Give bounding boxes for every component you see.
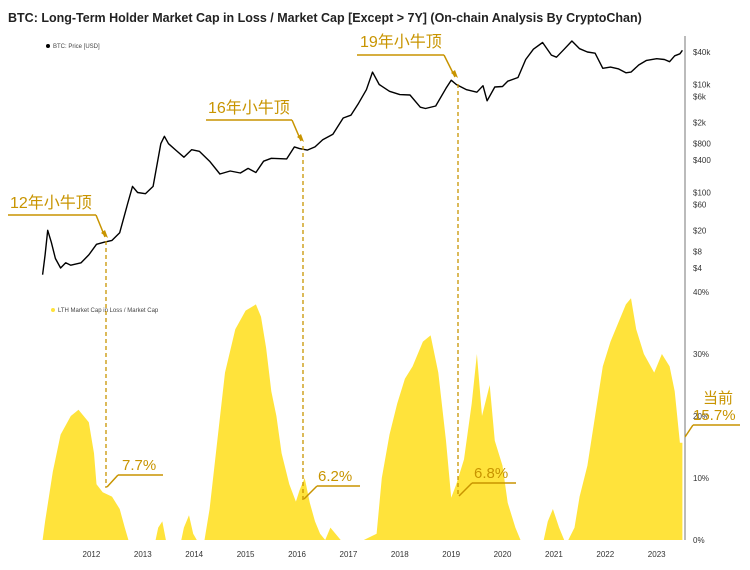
annotation-2012-value: 7.7% xyxy=(122,457,156,474)
x-tick: 2022 xyxy=(596,550,614,559)
annotation-2019-value-pointer xyxy=(458,482,473,497)
annotation-2012-value-pointer xyxy=(106,474,119,488)
x-tick: 2013 xyxy=(134,550,152,559)
percent-tick: 10% xyxy=(693,474,709,483)
annotation-2012-label: 12年小牛顶 xyxy=(10,194,92,212)
x-tick: 2017 xyxy=(340,550,358,559)
price-tick: $40k xyxy=(693,48,711,57)
price-tick: $400 xyxy=(693,156,711,165)
btc-price-line-series xyxy=(41,40,683,275)
price-tick: $8 xyxy=(693,248,702,257)
x-tick: 2018 xyxy=(391,550,409,559)
price-tick: $100 xyxy=(693,189,711,198)
annotation-2019-top: 19年小牛顶 6.8% xyxy=(357,33,516,497)
price-tick: $4 xyxy=(693,264,702,273)
price-tick: $800 xyxy=(693,140,711,149)
price-tick: $20 xyxy=(693,226,707,235)
annotation-2012-top: 12年小牛顶 7.7% xyxy=(8,194,163,488)
lth-loss-area-series xyxy=(42,298,683,540)
annotation-2019-label: 19年小牛顶 xyxy=(360,33,442,51)
percent-tick: 30% xyxy=(693,350,709,359)
price-tick: $60 xyxy=(693,201,707,210)
x-tick: 2016 xyxy=(288,550,306,559)
x-tick: 2020 xyxy=(494,550,512,559)
annotation-2016-arrowhead xyxy=(297,134,304,142)
price-legend-label: BTC: Price [USD] xyxy=(53,44,100,50)
annotation-current-pointer xyxy=(684,424,694,438)
annotation-2019-value: 6.8% xyxy=(474,465,508,482)
annotation-2016-top: 16年小牛顶 6.2% xyxy=(206,99,360,500)
percent-tick: 40% xyxy=(693,288,709,297)
price-legend-marker xyxy=(46,44,50,48)
price-tick: $6k xyxy=(693,93,707,102)
annotation-2016-value: 6.2% xyxy=(318,468,352,485)
x-tick: 2014 xyxy=(185,550,203,559)
x-tick: 2023 xyxy=(648,550,666,559)
x-tick: 2021 xyxy=(545,550,563,559)
x-tick: 2019 xyxy=(442,550,460,559)
lth-legend-marker xyxy=(51,308,55,312)
price-y-axis: $40k $10k $6k $2k $800 $400 $100 $60 $20… xyxy=(693,48,711,273)
price-tick: $2k xyxy=(693,118,707,127)
x-axis: 2012 2013 2014 2015 2016 2017 2018 2019 … xyxy=(83,550,667,559)
annotation-2012-arrowhead xyxy=(101,230,108,238)
annotation-current: 当前 15.7% xyxy=(684,390,740,438)
annotation-current-label: 当前 xyxy=(703,390,733,407)
annotation-2019-arrowhead xyxy=(451,70,458,78)
x-tick: 2012 xyxy=(83,550,101,559)
x-tick: 2015 xyxy=(237,550,255,559)
annotation-current-value: 15.7% xyxy=(693,407,736,424)
percent-y-axis: 40% 30% 20% 10% 0% xyxy=(693,288,709,545)
percent-tick: 0% xyxy=(693,536,705,545)
price-tick: $10k xyxy=(693,81,711,90)
lth-legend-label: LTH Market Cap in Loss / Market Cap xyxy=(58,308,159,314)
annotation-2016-value-pointer xyxy=(303,485,318,500)
percent-tick: 20% xyxy=(693,412,709,421)
annotation-2016-label: 16年小牛顶 xyxy=(208,99,290,117)
chart-title: BTC: Long-Term Holder Market Cap in Loss… xyxy=(8,11,642,25)
